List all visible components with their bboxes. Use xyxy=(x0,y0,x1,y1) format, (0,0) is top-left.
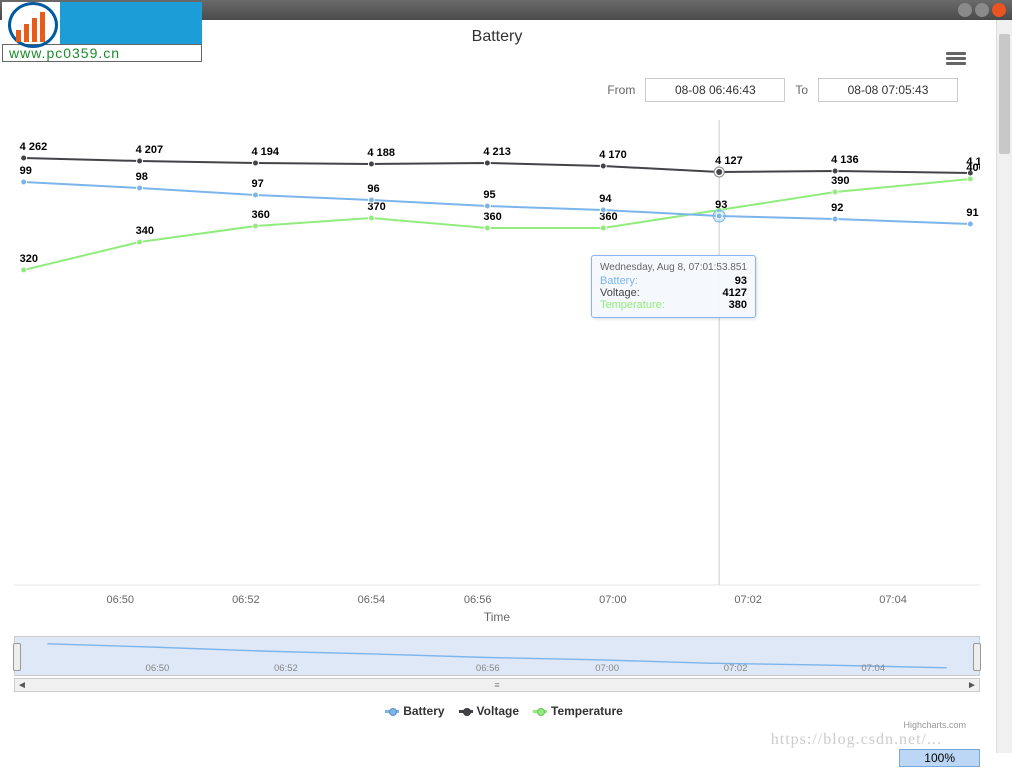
svg-text:4 207: 4 207 xyxy=(136,144,164,156)
from-label: From xyxy=(607,83,635,97)
horizontal-scrollbar[interactable]: ◄ ≡ ► xyxy=(14,678,980,692)
zoom-badge: 100% xyxy=(899,749,980,767)
svg-text:340: 340 xyxy=(136,225,154,237)
svg-text:07:02: 07:02 xyxy=(734,594,762,606)
svg-text:07:04: 07:04 xyxy=(861,663,885,674)
svg-text:93: 93 xyxy=(715,199,727,211)
svg-text:360: 360 xyxy=(483,211,501,223)
svg-text:07:02: 07:02 xyxy=(724,663,748,674)
legend-item[interactable]: Temperature xyxy=(551,704,623,718)
main-panel: Battery From To 4 262 4 207 4 194 4 188 4 21… xyxy=(0,20,994,753)
svg-text:4 136: 4 136 xyxy=(831,154,859,166)
navigator[interactable]: 06:50 06:52 06:56 07:00 07:02 07:04 xyxy=(14,636,980,676)
svg-text:92: 92 xyxy=(831,202,843,214)
svg-text:360: 360 xyxy=(252,209,270,221)
svg-text:4 170: 4 170 xyxy=(599,149,627,161)
scroll-grip-icon[interactable]: ≡ xyxy=(490,680,504,690)
svg-text:400: 400 xyxy=(966,162,980,174)
legend: Battery Voltage Temperature xyxy=(0,704,994,718)
svg-text:94: 94 xyxy=(599,193,612,205)
svg-text:91: 91 xyxy=(966,207,978,219)
svg-text:06:52: 06:52 xyxy=(232,594,260,606)
scroll-right-icon[interactable]: ► xyxy=(965,680,979,691)
svg-text:99: 99 xyxy=(20,165,32,177)
svg-text:06:56: 06:56 xyxy=(476,663,500,674)
svg-text:95: 95 xyxy=(483,189,495,201)
chart-menu-icon[interactable] xyxy=(946,50,966,66)
chart-area[interactable]: 4 262 4 207 4 194 4 188 4 213 4 170 4 127 4 136… xyxy=(14,120,980,628)
svg-text:4 127: 4 127 xyxy=(715,155,743,167)
maximize-icon[interactable] xyxy=(975,3,989,17)
watermark-logo: www.pc0359.cn xyxy=(2,2,202,62)
svg-text:4 194: 4 194 xyxy=(252,146,280,158)
scroll-left-icon[interactable]: ◄ xyxy=(15,680,29,691)
svg-text:96: 96 xyxy=(367,183,379,195)
svg-text:06:52: 06:52 xyxy=(274,663,298,674)
svg-text:4 188: 4 188 xyxy=(367,147,395,159)
svg-text:06:56: 06:56 xyxy=(464,594,492,606)
navigator-handle-right[interactable] xyxy=(973,643,981,671)
svg-text:07:04: 07:04 xyxy=(879,594,907,606)
credits[interactable]: Highcharts.com xyxy=(903,720,966,730)
close-icon[interactable] xyxy=(992,3,1006,17)
legend-item[interactable]: Battery xyxy=(403,704,444,718)
svg-text:Time: Time xyxy=(484,610,511,624)
tooltip: Wednesday, Aug 8, 07:01:53.851Battery:93… xyxy=(591,255,756,318)
date-range-row: From To xyxy=(607,78,958,102)
svg-text:390: 390 xyxy=(831,175,849,187)
to-label: To xyxy=(795,83,808,97)
to-input[interactable] xyxy=(818,78,958,102)
vertical-scrollbar[interactable] xyxy=(996,20,1012,753)
svg-text:06:54: 06:54 xyxy=(358,594,386,606)
svg-text:07:00: 07:00 xyxy=(599,594,627,606)
svg-text:06:50: 06:50 xyxy=(106,594,134,606)
faint-url-watermark: https://blog.csdn.net/... xyxy=(771,731,942,749)
legend-item[interactable]: Voltage xyxy=(477,704,519,718)
svg-text:4 213: 4 213 xyxy=(483,146,511,158)
svg-text:98: 98 xyxy=(136,171,148,183)
minimize-icon[interactable] xyxy=(958,3,972,17)
from-input[interactable] xyxy=(645,78,785,102)
svg-text:320: 320 xyxy=(20,253,38,265)
svg-text:97: 97 xyxy=(252,178,264,190)
svg-text:4 262: 4 262 xyxy=(20,141,48,153)
navigator-handle-left[interactable] xyxy=(13,643,21,671)
svg-text:07:00: 07:00 xyxy=(595,663,619,674)
svg-text:06:50: 06:50 xyxy=(146,663,170,674)
scrollbar-thumb[interactable] xyxy=(999,34,1010,154)
